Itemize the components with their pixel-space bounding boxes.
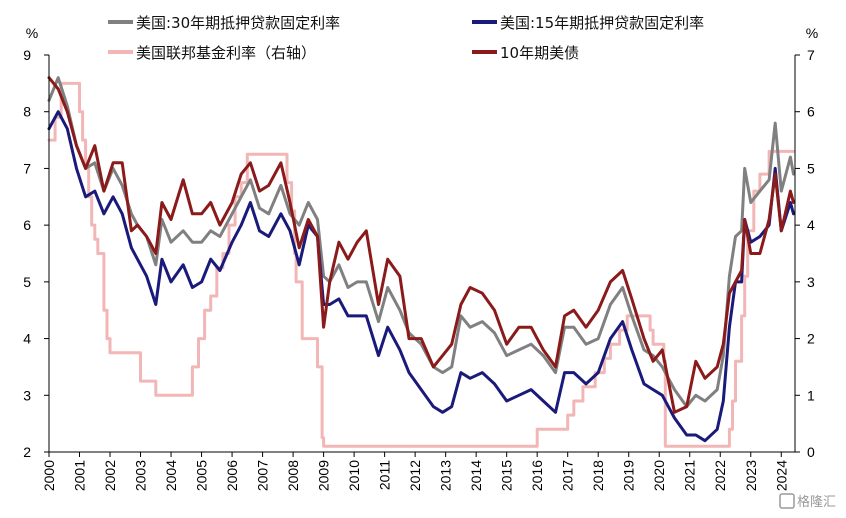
watermark-logo-icon: [779, 493, 795, 509]
x-tick-label: 2001: [72, 460, 88, 491]
x-tick-label: 2024: [773, 460, 789, 491]
x-tick-label: 2018: [590, 460, 606, 491]
legend-label-30y: 美国:30年期抵押贷款固定利率: [136, 14, 340, 32]
x-tick-label: 2017: [560, 460, 576, 491]
right-axis-unit: %: [806, 25, 818, 41]
left-tick-label: 3: [23, 387, 31, 403]
x-tick-label: 2011: [377, 460, 393, 490]
left-tick-label: 8: [23, 104, 31, 120]
x-tick-label: 2008: [285, 460, 301, 491]
x-tick-label: 2005: [194, 460, 210, 491]
left-tick-label: 7: [23, 160, 31, 176]
legend-label-10y: 10年期美债: [500, 44, 579, 62]
x-tick-label: 2020: [651, 460, 667, 491]
left-tick-label: 6: [23, 217, 31, 233]
legend-label-15y: 美国:15年期抵押贷款固定利率: [500, 14, 704, 32]
x-axis: 2000 2001 2002 2003 2004 2005 2006 2007 2008 2009…: [41, 452, 789, 491]
x-tick-label: 2014: [468, 460, 484, 491]
x-tick-label: 2003: [133, 460, 149, 491]
left-axis-unit: %: [26, 25, 38, 41]
watermark-text: 格隆汇: [797, 494, 836, 510]
right-axis: 0 1 2 3 4 5 6 7: [795, 47, 815, 460]
watermark: 格隆汇: [779, 493, 836, 510]
right-tick-label: 3: [807, 274, 815, 290]
x-tick-label: 2015: [499, 460, 515, 491]
right-tick-label: 1: [807, 387, 815, 403]
x-tick-label: 2013: [438, 460, 454, 491]
x-tick-label: 2019: [621, 460, 637, 491]
series-line-30y: [47, 76, 795, 409]
x-tick-label: 2016: [529, 460, 545, 491]
x-tick-label: 2012: [407, 460, 423, 491]
left-tick-label: 5: [23, 274, 31, 290]
legend: 美国:30年期抵押贷款固定利率 美国:15年期抵押贷款固定利率 美国联邦基金利率…: [108, 14, 704, 62]
left-tick-label: 2: [23, 444, 31, 460]
plot-area: [47, 76, 795, 448]
x-tick-label: 2007: [255, 460, 271, 491]
right-tick-label: 4: [807, 217, 815, 233]
x-tick-label: 2000: [41, 460, 57, 491]
right-tick-label: 6: [807, 104, 815, 120]
x-tick-label: 2002: [102, 460, 118, 491]
series-line-15y: [47, 110, 795, 443]
legend-label-fed: 美国联邦基金利率（右轴）: [136, 44, 316, 62]
x-tick-label: 2021: [682, 460, 698, 491]
right-tick-label: 5: [807, 160, 815, 176]
left-axis: 2 3 4 5 6 7 8 9: [23, 47, 49, 460]
left-tick-label: 9: [23, 47, 31, 63]
x-tick-label: 2009: [316, 460, 332, 491]
right-tick-label: 2: [807, 331, 815, 347]
right-tick-label: 0: [807, 444, 815, 460]
x-tick-label: 2004: [163, 460, 179, 491]
x-tick-label: 2023: [743, 460, 759, 491]
x-tick-label: 2022: [712, 460, 728, 491]
right-tick-label: 7: [807, 47, 815, 63]
left-tick-label: 4: [23, 331, 31, 347]
x-tick-label: 2010: [346, 460, 362, 491]
x-tick-label: 2006: [224, 460, 240, 491]
series-line-10y: [47, 76, 795, 414]
